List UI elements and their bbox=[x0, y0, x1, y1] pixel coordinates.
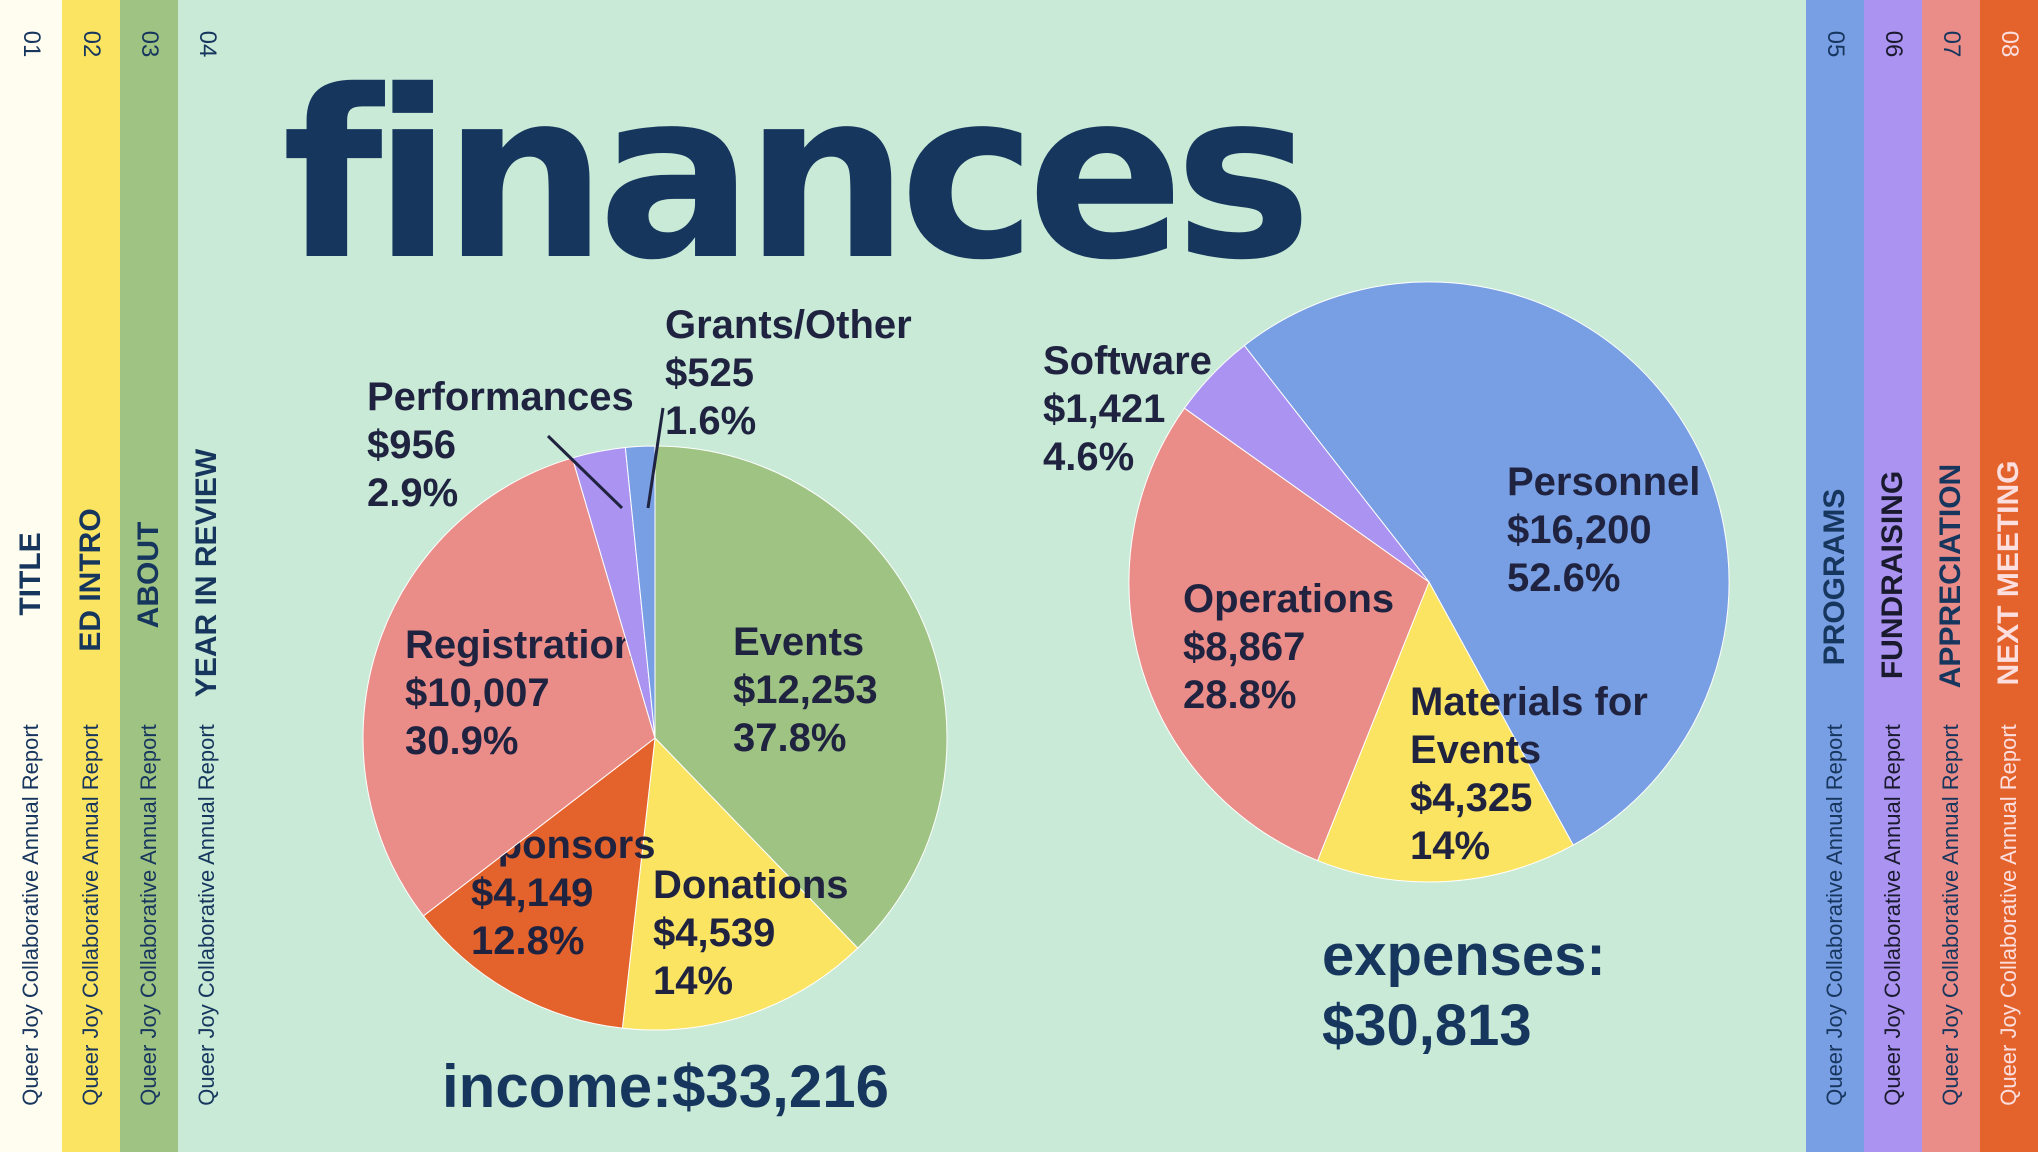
tab-ed-intro[interactable]: 02 ED INTRO Queer Joy Collaborative Annual… bbox=[62, 0, 120, 1152]
slice-label-materials-for-events: Materials for Events $4,325 14% bbox=[1410, 680, 1648, 868]
slice-label-performances: Performances $956 2.9% bbox=[367, 375, 634, 515]
tab-year-in-review[interactable]: 04 YEAR IN REVIEW Queer Joy Collaborative … bbox=[178, 0, 236, 1152]
pie-slice-sponsors bbox=[422, 736, 656, 1029]
slice-label-registration: Registration $10,007 30.9% bbox=[405, 623, 638, 763]
leader-line-performances bbox=[546, 434, 624, 510]
pie-slice-donations bbox=[621, 736, 859, 1031]
slice-label-operations: Operations $8,867 28.8% bbox=[1183, 577, 1394, 717]
tab-title[interactable]: 01 TITLE Queer Joy Collaborative Annual Re… bbox=[0, 0, 62, 1152]
income-total-value: $33,216 bbox=[672, 1053, 889, 1120]
pie-slice-software bbox=[1183, 344, 1430, 583]
tab-fundraising[interactable]: 06 FUNDRAISING Queer Joy Collaborative Ann… bbox=[1864, 0, 1922, 1152]
pie-slice-grants-other bbox=[624, 445, 656, 739]
expense-pie-chart: Personnel $16,200 52.6% Materials for Events… bbox=[1043, 281, 1730, 883]
income-total: income:$33,216 bbox=[442, 1052, 889, 1123]
income-pie-chart: Events $12,253 37.8%Donations $4,539 14%Spon… bbox=[362, 303, 948, 1031]
pie-slice-events bbox=[654, 445, 948, 949]
income-total-prefix: income: bbox=[442, 1053, 673, 1120]
pie-slice-registration bbox=[362, 457, 656, 917]
expenses-total-value: $30,813 bbox=[1322, 993, 1532, 1058]
slice-label-software: Software $1,421 4.6% bbox=[1043, 339, 1212, 479]
pie-slice-materials-for-events bbox=[1316, 580, 1574, 883]
slice-label-donations: Donations $4,539 14% bbox=[653, 863, 849, 1003]
slice-label-grants-other: Grants/Other $525 1.6% bbox=[665, 303, 912, 443]
tab-appreciation[interactable]: 07 APPRECIATION Queer Joy Collaborative An… bbox=[1922, 0, 1980, 1152]
tab-about[interactable]: 03 ABOUT Queer Joy Collaborative Annual Re… bbox=[120, 0, 178, 1152]
expenses-total-label: expenses: bbox=[1322, 923, 1606, 988]
slice-label-personnel: Personnel $16,200 52.6% bbox=[1507, 460, 1700, 600]
page-title: finances bbox=[282, 41, 1312, 311]
pie-slice-personnel bbox=[1243, 281, 1730, 846]
tab-next-meeting[interactable]: 08 NEXT MEETING Queer Joy Collaborative An… bbox=[1980, 0, 2038, 1152]
pie-slice-operations bbox=[1128, 407, 1430, 862]
tab-programs[interactable]: 05 PROGRAMS Queer Joy Collaborative Annual… bbox=[1806, 0, 1864, 1152]
slice-label-events: Events $12,253 37.8% bbox=[733, 620, 878, 760]
leader-line-grants-other bbox=[646, 407, 665, 509]
